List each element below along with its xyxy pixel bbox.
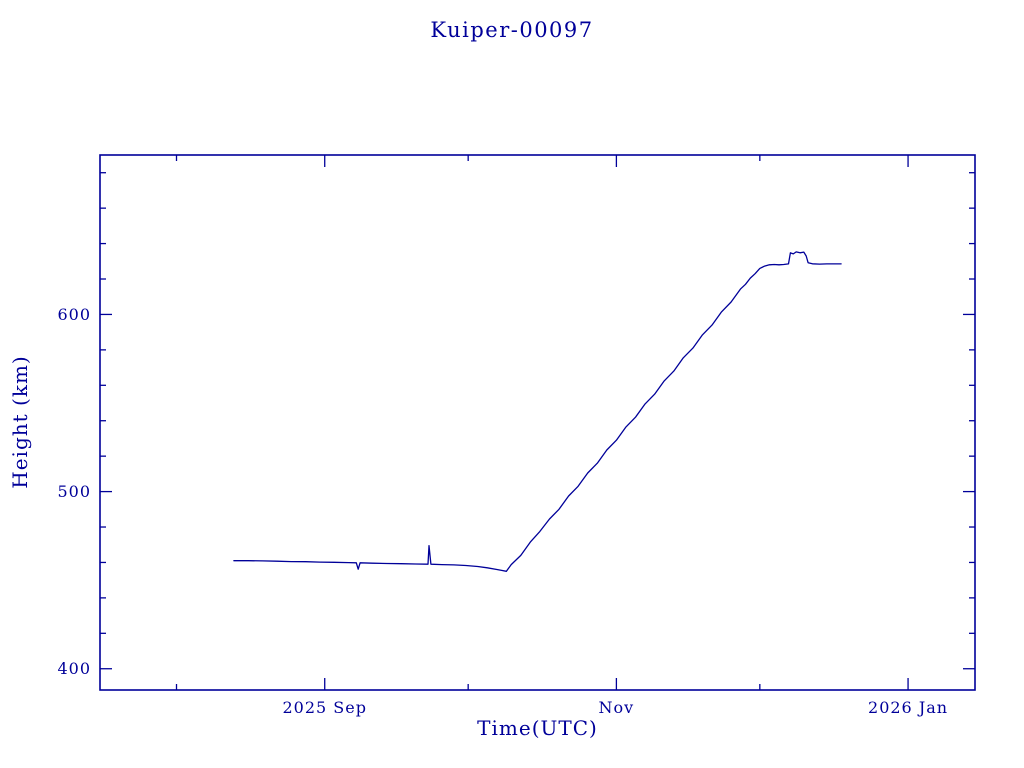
x-tick-label: 2025 Sep [282, 698, 366, 717]
y-axis-label: Height (km) [8, 355, 32, 489]
x-tick-label: 2026 Jan [868, 698, 948, 717]
y-tick-label: 500 [57, 482, 91, 501]
y-tick-label: 400 [57, 659, 91, 678]
y-tick-label: 600 [57, 305, 91, 324]
height-series-line [233, 251, 842, 572]
x-axis-label: Time(UTC) [477, 716, 598, 740]
chart-title: Kuiper-00097 [430, 18, 594, 42]
x-tick-label: Nov [599, 698, 635, 717]
